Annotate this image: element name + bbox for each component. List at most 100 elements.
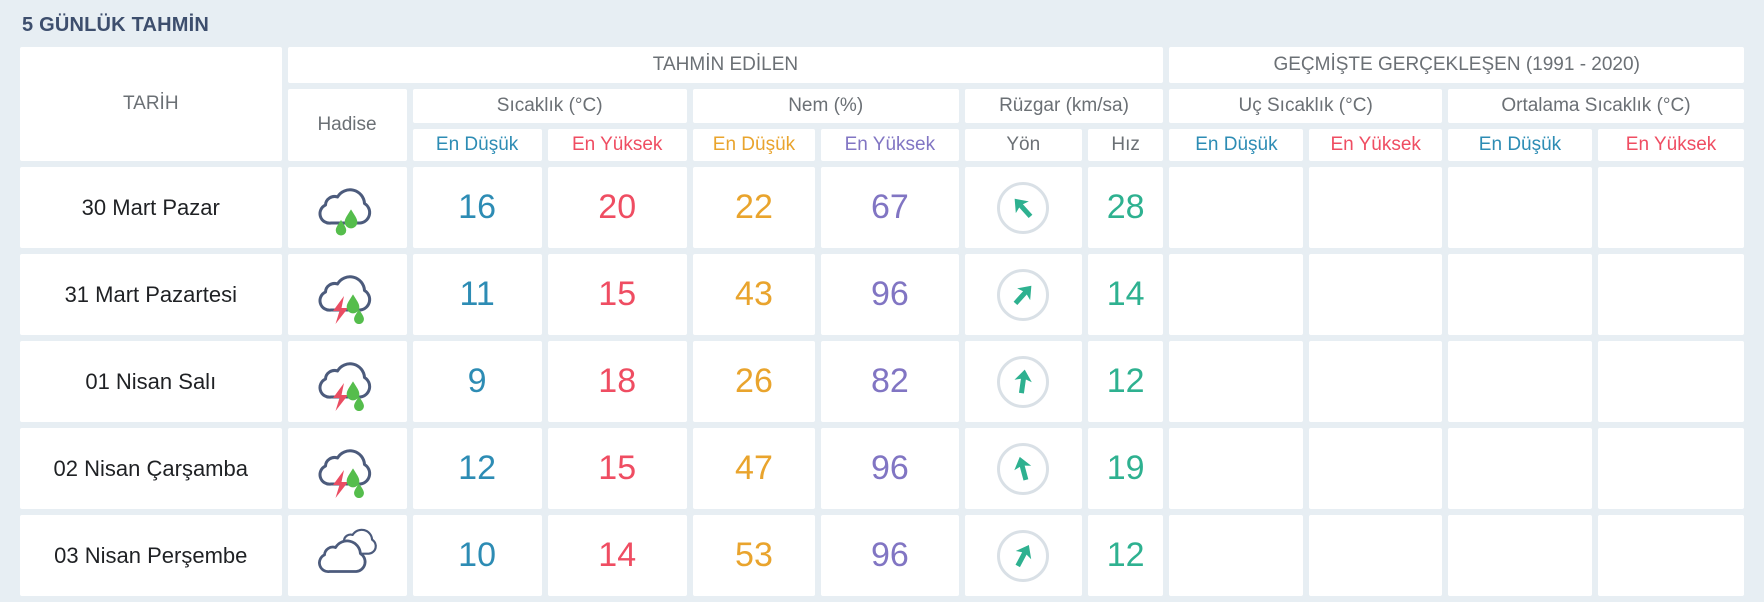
max-temp-value: 14 <box>547 515 687 596</box>
past-extreme-min-value <box>1169 341 1304 422</box>
min-humidity-value: 47 <box>692 428 816 509</box>
past-avg-max-value <box>1598 341 1744 422</box>
col-header-temperature: Sıcaklık (°C) <box>412 89 687 123</box>
col-header-hum-max: En Yüksek <box>821 129 959 161</box>
wind-arrow-icon <box>1003 535 1044 576</box>
weather-icon <box>313 266 381 324</box>
weather-condition-cell <box>287 341 407 422</box>
col-header-avg-max: En Yüksek <box>1598 129 1744 161</box>
max-temp-value: 15 <box>547 254 687 335</box>
max-temp-value: 20 <box>547 167 687 248</box>
min-humidity-value: 43 <box>692 254 816 335</box>
wind-arrow-icon <box>1002 186 1044 228</box>
page: 5 GÜNLÜK TAHMİN TARİH TAHMİN EDİLEN GEÇM… <box>14 14 1750 602</box>
forecast-row: 30 Mart Pazar 16 20 22 67 28 <box>20 167 1744 248</box>
min-temp-value: 11 <box>412 254 542 335</box>
col-header-temp-max: En Yüksek <box>547 129 687 161</box>
col-header-event: Hadise <box>287 89 407 161</box>
weather-icon <box>313 353 381 411</box>
col-header-wind-direction: Yön <box>964 129 1082 161</box>
weather-condition-cell <box>287 167 407 248</box>
wind-direction-cell <box>964 515 1082 596</box>
past-avg-max-value <box>1598 428 1744 509</box>
forecast-row: 02 Nisan Çarşamba 12 15 47 96 19 <box>20 428 1744 509</box>
forecast-row: 03 Nisan Perşembe 10 14 53 96 12 <box>20 515 1744 596</box>
max-humidity-value: 96 <box>821 254 959 335</box>
max-humidity-value: 82 <box>821 341 959 422</box>
min-temp-value: 10 <box>412 515 542 596</box>
min-temp-value: 16 <box>412 167 542 248</box>
past-avg-min-value <box>1447 341 1593 422</box>
past-avg-max-value <box>1598 254 1744 335</box>
max-humidity-value: 96 <box>821 515 959 596</box>
past-extreme-min-value <box>1169 254 1304 335</box>
col-header-date: TARİH <box>20 47 282 161</box>
wind-speed-value: 28 <box>1087 167 1164 248</box>
wind-direction-icon <box>997 181 1050 234</box>
forecast-date: 30 Mart Pazar <box>20 167 282 248</box>
past-extreme-max-value <box>1309 341 1442 422</box>
weather-icon <box>313 179 381 237</box>
forecast-date: 01 Nisan Salı <box>20 341 282 422</box>
max-temp-value: 18 <box>547 341 687 422</box>
col-header-avg-min: En Düşük <box>1447 129 1593 161</box>
past-extreme-min-value <box>1169 428 1304 509</box>
col-header-extreme-max: En Yüksek <box>1309 129 1442 161</box>
past-avg-max-value <box>1598 167 1744 248</box>
weather-condition-cell <box>287 515 407 596</box>
min-temp-value: 9 <box>412 341 542 422</box>
wind-direction-icon <box>997 442 1050 495</box>
col-header-extreme-min: En Düşük <box>1169 129 1304 161</box>
max-temp-value: 15 <box>547 428 687 509</box>
wind-direction-icon <box>997 355 1050 408</box>
col-header-wind-speed: Hız <box>1087 129 1164 161</box>
past-avg-min-value <box>1447 428 1593 509</box>
wind-speed-value: 14 <box>1087 254 1164 335</box>
forecast-date: 03 Nisan Perşembe <box>20 515 282 596</box>
col-header-avg-temp: Ortalama Sıcaklık (°C) <box>1447 89 1744 123</box>
min-humidity-value: 53 <box>692 515 816 596</box>
past-extreme-max-value <box>1309 515 1442 596</box>
col-header-humidity: Nem (%) <box>692 89 959 123</box>
forecast-date: 02 Nisan Çarşamba <box>20 428 282 509</box>
past-extreme-min-value <box>1169 167 1304 248</box>
weather-icon <box>313 440 381 498</box>
past-extreme-min-value <box>1169 515 1304 596</box>
min-temp-value: 12 <box>412 428 542 509</box>
wind-direction-cell <box>964 428 1082 509</box>
col-header-wind: Rüzgar (km/sa) <box>964 89 1164 123</box>
past-avg-min-value <box>1447 254 1593 335</box>
max-humidity-value: 67 <box>821 167 959 248</box>
past-extreme-max-value <box>1309 254 1442 335</box>
wind-direction-cell <box>964 341 1082 422</box>
weather-condition-cell <box>287 428 407 509</box>
col-header-extreme-temp: Uç Sıcaklık (°C) <box>1169 89 1442 123</box>
wind-arrow-icon <box>1002 273 1044 315</box>
past-extreme-max-value <box>1309 428 1442 509</box>
wind-speed-value: 19 <box>1087 428 1164 509</box>
past-avg-min-value <box>1447 167 1593 248</box>
past-extreme-max-value <box>1309 167 1442 248</box>
forecast-row: 31 Mart Pazartesi 11 15 43 96 14 <box>20 254 1744 335</box>
wind-speed-value: 12 <box>1087 341 1164 422</box>
wind-direction-cell <box>964 167 1082 248</box>
forecast-table: TARİH TAHMİN EDİLEN GEÇMİŞTE GERÇEKLEŞEN… <box>14 41 1750 602</box>
min-humidity-value: 22 <box>692 167 816 248</box>
max-humidity-value: 96 <box>821 428 959 509</box>
past-avg-min-value <box>1447 515 1593 596</box>
past-avg-max-value <box>1598 515 1744 596</box>
wind-arrow-icon <box>1006 365 1040 399</box>
forecast-date: 31 Mart Pazartesi <box>20 254 282 335</box>
wind-arrow-icon <box>1005 450 1042 487</box>
wind-direction-icon <box>997 268 1050 321</box>
col-header-past: GEÇMİŞTE GERÇEKLEŞEN (1991 - 2020) <box>1169 47 1744 83</box>
wind-direction-cell <box>964 254 1082 335</box>
col-header-temp-min: En Düşük <box>412 129 542 161</box>
wind-direction-icon <box>997 529 1050 582</box>
wind-speed-value: 12 <box>1087 515 1164 596</box>
forecast-row: 01 Nisan Salı 9 18 26 82 12 <box>20 341 1744 422</box>
col-header-predicted: TAHMİN EDİLEN <box>287 47 1164 83</box>
col-header-hum-min: En Düşük <box>692 129 816 161</box>
min-humidity-value: 26 <box>692 341 816 422</box>
weather-condition-cell <box>287 254 407 335</box>
